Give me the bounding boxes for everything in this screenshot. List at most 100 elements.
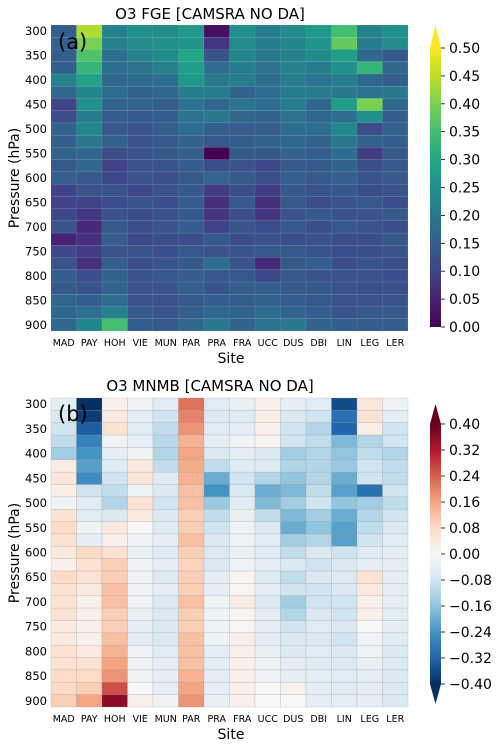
- heatmap-cell: [356, 620, 383, 634]
- heatmap-cell: [382, 281, 409, 295]
- heatmap-cell: [152, 147, 179, 160]
- heatmap-cell: [152, 318, 179, 332]
- heatmap-cell: [203, 607, 230, 621]
- heatmap-cell: [203, 122, 230, 136]
- x-tick-label: MAD: [53, 338, 75, 349]
- heatmap-cell: [101, 459, 128, 473]
- heatmap-cell: [50, 644, 77, 658]
- heatmap-cell: [203, 410, 230, 423]
- heatmap-cell: [101, 558, 128, 572]
- heatmap-cell: [101, 422, 128, 436]
- heatmap-cell: [127, 220, 154, 234]
- x-tick-label: UCC: [258, 714, 279, 725]
- heatmap-cell: [280, 459, 307, 473]
- heatmap-cell: [229, 422, 256, 436]
- heatmap-cell: [127, 61, 154, 75]
- heatmap-cell: [305, 632, 332, 646]
- heatmap-cell: [178, 632, 205, 646]
- heatmap-cell: [101, 208, 128, 222]
- heatmap-cell: [254, 471, 281, 485]
- panel-b-heatmap: [50, 397, 409, 708]
- heatmap-cell: [127, 410, 154, 423]
- heatmap-cell: [178, 208, 205, 222]
- heatmap-cell: [76, 232, 103, 246]
- heatmap-cell: [203, 171, 230, 185]
- heatmap-cell: [280, 220, 307, 234]
- heatmap-cell: [382, 220, 409, 234]
- heatmap-cell: [305, 36, 332, 50]
- heatmap-cell: [254, 147, 281, 160]
- heatmap-cell: [305, 644, 332, 658]
- heatmap-cell: [229, 294, 256, 307]
- heatmap-cell: [356, 558, 383, 572]
- heatmap-cell: [101, 98, 128, 111]
- heatmap-cell: [50, 558, 77, 572]
- heatmap-cell: [101, 171, 128, 185]
- heatmap-cell: [305, 508, 332, 522]
- heatmap-cell: [178, 496, 205, 510]
- heatmap-cell: [356, 484, 383, 498]
- colorbar-tick-label: −0.24: [449, 625, 492, 641]
- colorbar-tick-label: 0.20: [449, 208, 480, 224]
- heatmap-cell: [178, 110, 205, 124]
- heatmap-cell: [382, 122, 409, 136]
- heatmap-cell: [50, 620, 77, 634]
- heatmap-cell: [152, 694, 179, 708]
- heatmap-cell: [76, 484, 103, 498]
- heatmap-cell: [280, 644, 307, 658]
- heatmap-cell: [280, 533, 307, 547]
- heatmap-cell: [127, 558, 154, 572]
- heatmap-cell: [229, 147, 256, 160]
- heatmap-cell: [50, 134, 77, 148]
- heatmap-cell: [178, 159, 205, 173]
- heatmap-cell: [50, 318, 77, 332]
- heatmap-cell: [356, 134, 383, 148]
- heatmap-cell: [331, 196, 358, 209]
- heatmap-cell: [50, 657, 77, 671]
- heatmap-cell: [280, 306, 307, 320]
- heatmap-cell: [203, 73, 230, 87]
- heatmap-cell: [203, 471, 230, 485]
- heatmap-cell: [152, 257, 179, 271]
- x-tick-label: MAD: [53, 714, 75, 725]
- heatmap-cell: [280, 397, 307, 411]
- heatmap-cell: [254, 620, 281, 634]
- heatmap-cell: [254, 122, 281, 136]
- heatmap-cell: [203, 447, 230, 461]
- heatmap-cell: [178, 134, 205, 148]
- heatmap-cell: [50, 694, 77, 708]
- heatmap-cell: [101, 36, 128, 50]
- heatmap-cell: [76, 220, 103, 234]
- x-tick-label: PRA: [208, 338, 227, 349]
- heatmap-cell: [50, 682, 77, 695]
- heatmap-cell: [76, 159, 103, 173]
- heatmap-cell: [229, 110, 256, 124]
- heatmap-cell: [254, 98, 281, 111]
- panel-a-label: (a): [58, 30, 87, 54]
- panel-a: O3 FGE [CAMSRA NO DA] 300 350 400 450 500 550…: [7, 5, 480, 367]
- heatmap-cell: [305, 318, 332, 332]
- heatmap-cell: [101, 73, 128, 87]
- heatmap-cell: [356, 595, 383, 609]
- heatmap-cell: [356, 471, 383, 485]
- heatmap-cell: [254, 49, 281, 62]
- heatmap-cell: [152, 570, 179, 584]
- heatmap-cell: [280, 49, 307, 62]
- heatmap-cell: [76, 508, 103, 522]
- heatmap-cell: [229, 471, 256, 485]
- y-tick-label: 600: [25, 171, 47, 185]
- heatmap-cell: [254, 306, 281, 320]
- heatmap-cell: [229, 644, 256, 658]
- heatmap-cell: [305, 257, 332, 271]
- y-tick-label: 800: [25, 269, 47, 283]
- heatmap-cell: [254, 294, 281, 307]
- heatmap-cell: [101, 410, 128, 423]
- heatmap-cell: [76, 318, 103, 332]
- heatmap-cell: [127, 122, 154, 136]
- heatmap-cell: [178, 657, 205, 671]
- heatmap-cell: [127, 159, 154, 173]
- x-tick-label: FRA: [233, 714, 252, 725]
- y-tick-label: 800: [25, 644, 47, 658]
- heatmap-cell: [152, 269, 179, 283]
- heatmap-cell: [254, 459, 281, 473]
